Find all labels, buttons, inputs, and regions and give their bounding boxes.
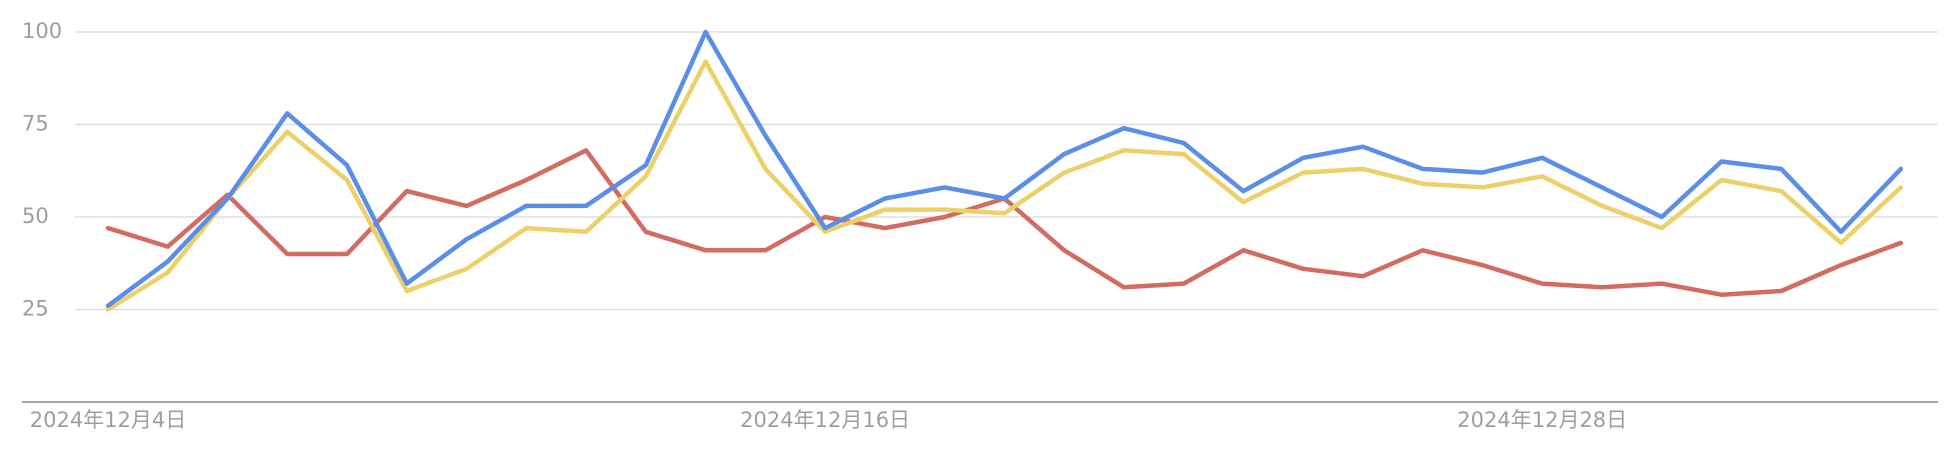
x-tick-label: 2024年12月16日 [740,408,910,432]
series-line [105,59,1904,312]
x-tick-label: 2024年12月28日 [1457,408,1627,432]
y-tick-label: 75 [22,112,49,136]
y-tick-label: 25 [22,297,49,321]
series-line [105,29,1904,309]
y-tick-label: 50 [22,204,49,228]
x-tick-label: 2024年12月4日 [30,408,187,432]
y-tick-label: 100 [22,19,62,43]
